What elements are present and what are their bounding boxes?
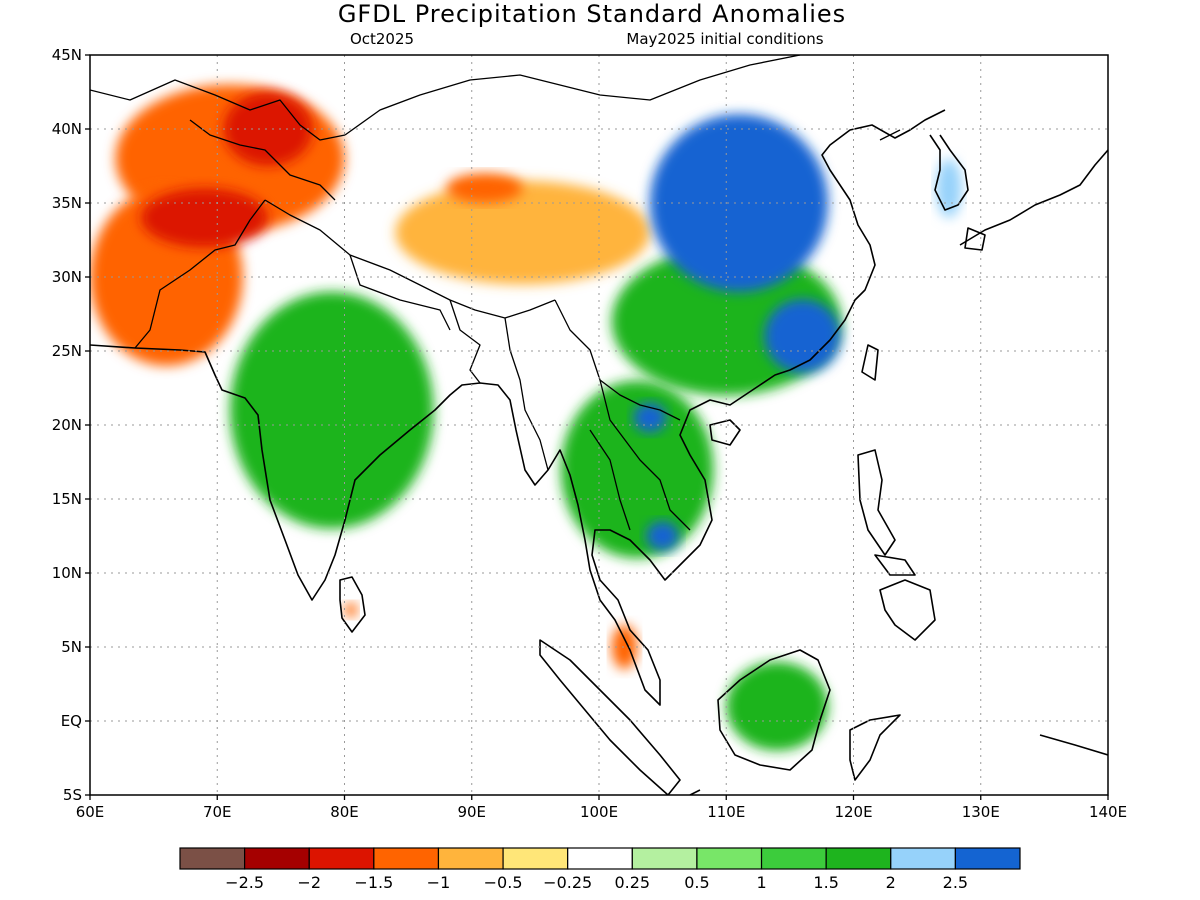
color-legend: −2.5 −2 −1.5 −1 −0.5 −0.25 0.25 0.5 1 1.5 2 2.5 xyxy=(179,847,1021,892)
anomaly-region xyxy=(395,180,650,285)
lat-tick-label: 5S xyxy=(63,786,82,804)
lat-tick-label: 30N xyxy=(52,268,82,286)
lat-tick-label: 20N xyxy=(52,416,82,434)
lat-tick-label: 5N xyxy=(61,638,82,656)
lon-tick-label: 100E xyxy=(580,803,618,821)
legend-label: 2 xyxy=(886,873,896,892)
lat-tick-label: 10N xyxy=(52,564,82,582)
legend-swatch xyxy=(567,847,633,870)
anomaly-region xyxy=(229,291,434,529)
sri-lanka-coastline xyxy=(339,576,366,633)
taiwan-coastline xyxy=(861,344,879,381)
lon-tick-label: 130E xyxy=(962,803,1000,821)
legend-swatch xyxy=(825,847,892,870)
lon-tick-label: 70E xyxy=(203,803,232,821)
axis-ticks: 60E 70E 80E 90E 100E 110E 120E 130E 140E 5S EQ 5N 10… xyxy=(52,46,1127,821)
lon-tick-label: 140E xyxy=(1089,803,1127,821)
legend-swatch xyxy=(437,847,504,870)
lat-tick-label: 45N xyxy=(52,46,82,64)
legend-swatch xyxy=(179,847,246,870)
anomaly-region xyxy=(446,173,523,203)
legend-swatch xyxy=(244,847,310,870)
korea-coastline xyxy=(929,134,969,211)
legend-swatch xyxy=(502,847,569,870)
init-conditions-label: May2025 initial conditions xyxy=(626,30,823,48)
anomaly-region xyxy=(646,521,680,551)
anomaly-region xyxy=(223,92,313,166)
lon-tick-label: 110E xyxy=(707,803,745,821)
legend-swatch xyxy=(954,847,1021,870)
legend-label: −0.5 xyxy=(484,873,523,892)
legend-label: −1 xyxy=(427,873,451,892)
luzon-coastline xyxy=(857,449,896,556)
legend-label: 1 xyxy=(756,873,766,892)
anomaly-region xyxy=(726,661,829,751)
coastlines-and-borders xyxy=(90,55,1108,795)
legend-label: −2.5 xyxy=(225,873,264,892)
legend-swatch xyxy=(308,847,375,870)
lon-tick-label: 90E xyxy=(457,803,486,821)
mainland-coastline xyxy=(90,109,946,706)
lon-tick-label: 120E xyxy=(834,803,872,821)
anomaly-region xyxy=(140,188,269,248)
lon-tick-label: 80E xyxy=(330,803,359,821)
anomaly-region xyxy=(611,624,638,670)
legend-swatch xyxy=(373,847,440,870)
legend-label: 0.25 xyxy=(614,873,650,892)
legend-label: −1.5 xyxy=(354,873,393,892)
japan-coastline xyxy=(959,149,1108,246)
legend-swatch xyxy=(696,847,763,870)
legend-label: 1.5 xyxy=(813,873,838,892)
lon-tick-label: 60E xyxy=(76,803,105,821)
lat-tick-label: 40N xyxy=(52,120,82,138)
anomaly-region xyxy=(560,380,714,559)
valid-month-label: Oct2025 xyxy=(350,30,414,48)
lat-tick-label: 25N xyxy=(52,342,82,360)
anomaly-region xyxy=(936,158,962,218)
legend-label: −0.25 xyxy=(543,873,592,892)
anomaly-region xyxy=(344,602,358,618)
visayas-coastline xyxy=(874,554,916,576)
borneo-coastline xyxy=(717,649,831,771)
sulawesi-coastline xyxy=(849,714,901,781)
lat-tick-label: 15N xyxy=(52,490,82,508)
anomaly-region xyxy=(649,114,829,292)
lat-tick-label: 35N xyxy=(52,194,82,212)
mindanao-coastline xyxy=(879,579,936,641)
legend-swatch xyxy=(631,847,698,870)
anomaly-region xyxy=(764,299,841,374)
map-title: GFDL Precipitation Standard Anomalies xyxy=(338,0,846,28)
new-guinea-coastline xyxy=(1039,734,1108,756)
legend-label: −2 xyxy=(297,873,321,892)
lat-lon-gridlines xyxy=(90,55,1108,795)
country-borders xyxy=(90,55,901,531)
sumatra-coastline xyxy=(539,639,681,795)
legend-swatch xyxy=(760,847,827,870)
legend-label: 0.5 xyxy=(684,873,709,892)
lat-tick-label: EQ xyxy=(61,712,82,730)
kyushu-coastline xyxy=(964,227,986,251)
legend-swatch xyxy=(890,847,956,870)
legend-label: 2.5 xyxy=(943,873,968,892)
java-coastline xyxy=(689,789,701,795)
